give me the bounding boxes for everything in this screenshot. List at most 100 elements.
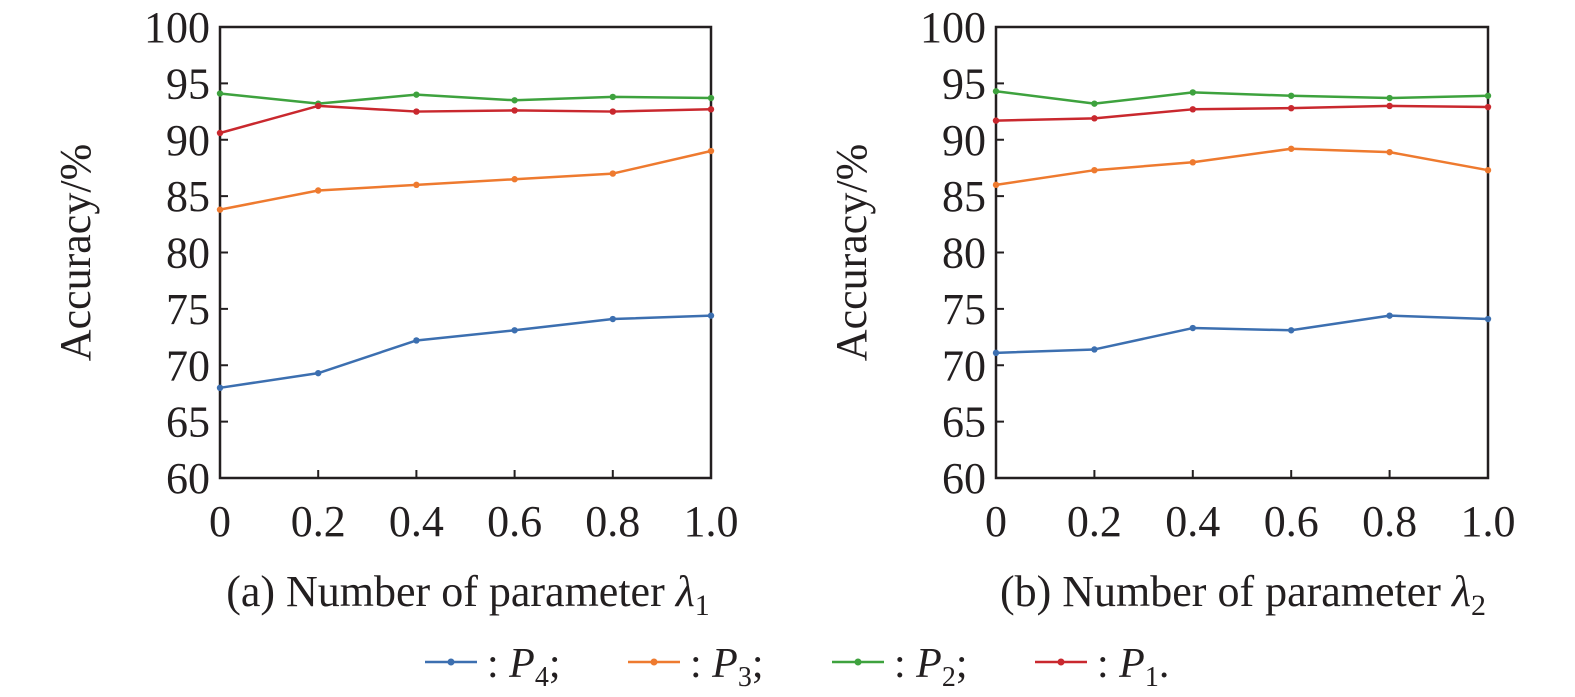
x-axis-title-text: (b) Number of parameter <box>1000 567 1452 616</box>
data-point-p4 <box>511 327 518 334</box>
legend-entry-p4: : P4; <box>425 641 561 693</box>
x-tick-label: 1.0 <box>1461 497 1516 546</box>
y-tick-label: 80 <box>942 229 986 278</box>
data-point-p1 <box>413 108 420 115</box>
legend-terminator: ; <box>549 641 561 687</box>
data-point-p1 <box>1288 104 1295 112</box>
data-point-p4 <box>1386 312 1393 319</box>
legend-entry-p2: : P2; <box>832 641 968 693</box>
data-point-p2 <box>1091 100 1098 107</box>
x-axis-title: (a) Number of parameter λ1 <box>226 567 710 622</box>
y-tick-label: 95 <box>166 59 210 108</box>
y-tick-label: 75 <box>166 285 210 334</box>
series-p3 <box>216 147 715 213</box>
legend-swatch-point <box>447 658 455 666</box>
data-point-p3 <box>1386 148 1393 156</box>
data-point-p2 <box>609 93 616 101</box>
x-tick-label: 0 <box>209 497 231 546</box>
series-p4 <box>992 312 1492 357</box>
data-point-p4 <box>216 384 224 391</box>
y-axis-title: Accuracy/% <box>827 144 876 361</box>
x-tick-label: 0.6 <box>487 497 542 546</box>
y-tick-label: 65 <box>942 398 986 447</box>
x-tick-label: 0.8 <box>585 497 640 546</box>
legend-subscript: 2 <box>942 662 956 693</box>
data-point-p3 <box>511 176 518 183</box>
y-tick-label: 70 <box>166 341 210 390</box>
data-point-p4 <box>413 337 420 344</box>
data-point-p4 <box>609 315 616 323</box>
data-point-p2 <box>216 90 224 97</box>
legend-subscript: 1 <box>1145 662 1159 693</box>
data-point-p4 <box>315 369 322 377</box>
series-p3 <box>992 145 1492 189</box>
y-tick-label: 85 <box>942 172 986 221</box>
data-point-p3 <box>413 181 420 189</box>
y-tick-label: 75 <box>942 285 986 334</box>
x-axis-title-symbol: λ <box>1450 567 1471 616</box>
series-p2 <box>992 88 1492 107</box>
series-line-p4 <box>219 314 712 390</box>
y-tick-label: 65 <box>166 398 210 447</box>
legend-symbol: P <box>1118 641 1145 687</box>
data-point-p3 <box>1288 145 1295 152</box>
x-tick-label: 0.8 <box>1362 497 1417 546</box>
legend-separator: : <box>487 641 509 687</box>
legend-symbol: P <box>915 641 942 687</box>
y-tick-label: 90 <box>166 116 210 165</box>
x-axis-title-symbol: λ <box>674 567 695 616</box>
legend-label: : P3; <box>690 641 764 693</box>
legend-subscript: 4 <box>535 662 549 693</box>
data-point-p3 <box>315 187 322 194</box>
legend-label: : P2; <box>894 641 968 693</box>
y-tick-label: 100 <box>144 3 210 52</box>
data-point-p1 <box>1091 115 1098 122</box>
x-tick-label: 1.0 <box>684 497 739 546</box>
data-point-p4 <box>1288 327 1295 334</box>
data-point-p1 <box>1484 103 1492 111</box>
data-point-p4 <box>707 312 715 319</box>
y-tick-label: 70 <box>942 341 986 390</box>
legend-separator: : <box>894 641 916 687</box>
data-point-p1 <box>707 106 715 113</box>
y-tick-label: 85 <box>166 172 210 221</box>
data-point-p3 <box>707 147 715 155</box>
y-tick-label: 60 <box>942 454 986 503</box>
series-line-p3 <box>995 147 1489 187</box>
series-p2 <box>216 90 715 107</box>
legend-symbol: P <box>711 641 738 687</box>
x-axis-title-text: (a) Number of parameter <box>226 567 676 616</box>
legend-entry-p3: : P3; <box>628 641 764 693</box>
series-line-p1 <box>995 104 1489 122</box>
data-point-p3 <box>609 170 616 177</box>
series-p1 <box>992 102 1492 124</box>
legend-subscript: 3 <box>738 662 752 693</box>
x-tick-label: 0.4 <box>389 497 444 546</box>
data-point-p3 <box>992 181 1000 189</box>
legend-swatch-point <box>1057 658 1065 666</box>
legend-symbol: P <box>508 641 535 687</box>
data-point-p3 <box>1484 166 1492 174</box>
y-tick-label: 100 <box>920 3 986 52</box>
series-line-p4 <box>995 314 1489 355</box>
data-point-p3 <box>1091 166 1098 174</box>
data-point-p4 <box>1484 315 1492 323</box>
x-axis-title-subscript: 1 <box>695 589 710 622</box>
data-point-p3 <box>216 206 224 213</box>
legend-terminator: ; <box>752 641 764 687</box>
data-point-p4 <box>992 349 1000 357</box>
legend-label: : P4; <box>487 641 561 693</box>
x-axis-title: (b) Number of parameter λ2 <box>1000 567 1486 622</box>
series-line-p1 <box>219 104 712 135</box>
panel-a: 60 65 70 75 80 85 90 95 100 0 0.2 0.4 0.6 0.8 1.0 Accur… <box>51 3 739 622</box>
legend-entry-p1: : P1. <box>1035 641 1169 693</box>
series-p4 <box>216 312 715 391</box>
data-point-p2 <box>511 97 518 104</box>
legend-label: : P1. <box>1097 641 1169 693</box>
data-point-p2 <box>1386 94 1393 102</box>
data-point-p4 <box>1091 346 1098 353</box>
series-line-p3 <box>219 149 712 211</box>
data-point-p1 <box>992 117 1000 124</box>
x-tick-label: 0.6 <box>1264 497 1319 546</box>
